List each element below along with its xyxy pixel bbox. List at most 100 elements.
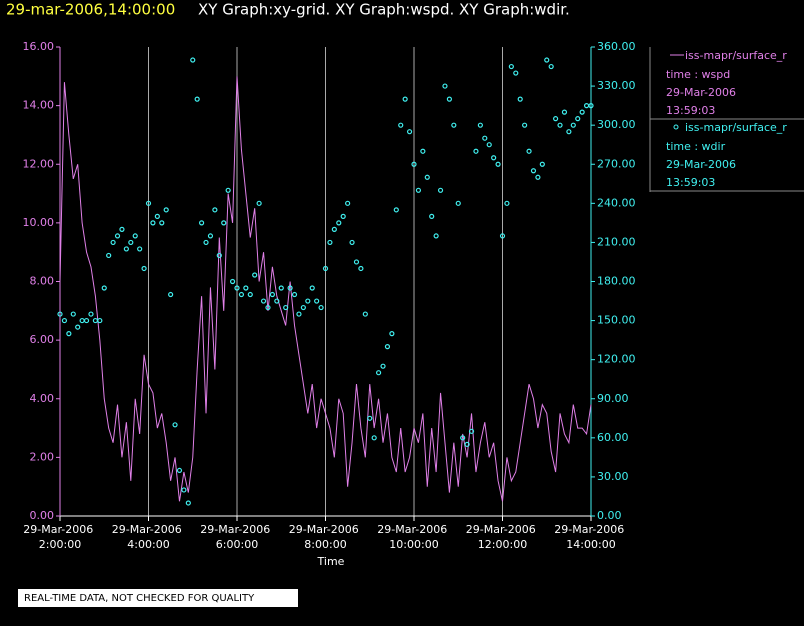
data-point	[380, 363, 386, 369]
note-box	[18, 589, 298, 607]
y2-tick-label: 90.00	[597, 392, 629, 405]
y-tick-label: 10.00	[23, 216, 55, 229]
data-point	[544, 57, 550, 63]
data-point	[260, 298, 267, 304]
data-point	[57, 311, 63, 317]
data-point	[101, 285, 107, 291]
data-point	[424, 174, 430, 180]
data-point	[468, 428, 475, 434]
data-point	[185, 500, 191, 506]
x-tick-label: 29-Mar-2006 4:00:00	[112, 523, 185, 551]
data-point	[291, 291, 298, 298]
y-tick-label: 4.00	[30, 392, 55, 405]
data-point	[420, 148, 426, 154]
x-tick-label: 29-Mar-2006 8:00:00	[289, 523, 362, 551]
data-point	[575, 116, 581, 122]
data-point	[455, 200, 461, 206]
data-point	[70, 311, 76, 317]
y-tick-label: 12.00	[23, 157, 55, 170]
data-point	[309, 285, 315, 291]
data-point	[508, 63, 514, 70]
data-point	[287, 285, 293, 291]
data-point	[393, 207, 399, 213]
x-tick-label: 29-Mar-2006 6:00:00	[200, 523, 273, 551]
data-point	[526, 148, 532, 154]
data-point	[345, 200, 351, 206]
data-point	[530, 168, 537, 174]
legend-detail: 13:59:03	[666, 176, 715, 189]
data-point	[83, 317, 90, 324]
data-point	[199, 220, 205, 226]
chart-title: 29-mar-2006,14:00:00	[6, 1, 175, 19]
data-point	[362, 311, 368, 317]
y2-tick-label: 120.00	[597, 353, 636, 366]
data-point	[437, 187, 444, 193]
y2-tick-label: 0.00	[597, 509, 622, 522]
data-point	[181, 487, 187, 493]
data-point	[402, 96, 408, 102]
data-point	[327, 239, 333, 246]
data-point	[331, 226, 337, 232]
data-point	[406, 129, 413, 135]
data-point	[495, 161, 501, 167]
data-point	[477, 122, 483, 128]
data-point	[106, 252, 112, 259]
data-point	[513, 70, 519, 76]
data-point	[482, 135, 488, 141]
data-point	[168, 291, 174, 298]
y2-tick-label: 330.00	[597, 79, 636, 92]
y2-tick-label: 60.00	[597, 431, 629, 444]
data-point	[269, 291, 275, 298]
data-point	[234, 285, 240, 291]
data-point	[278, 285, 284, 291]
data-point	[176, 467, 183, 474]
data-point	[225, 187, 231, 193]
data-point	[137, 246, 143, 252]
data-point	[66, 331, 72, 337]
y2-tick-label: 180.00	[597, 275, 636, 288]
data-point	[128, 239, 134, 246]
data-point	[557, 122, 563, 128]
data-point	[570, 122, 576, 128]
data-point	[247, 291, 253, 298]
data-point	[221, 220, 227, 226]
data-point	[473, 148, 479, 154]
y-tick-label: 14.00	[23, 99, 55, 112]
data-point	[367, 415, 373, 421]
data-point	[97, 317, 103, 324]
x-axis-label: Time	[317, 555, 345, 568]
y-tick-label: 0.00	[30, 509, 55, 522]
y2-tick-label: 360.00	[597, 40, 636, 53]
data-point	[579, 109, 585, 115]
legend-swatch	[673, 124, 679, 130]
data-point	[274, 298, 280, 304]
data-point	[207, 233, 214, 239]
y2-tick-label: 240.00	[597, 196, 636, 209]
data-point	[336, 220, 342, 226]
data-point	[340, 213, 346, 219]
data-point	[561, 109, 568, 115]
data-point	[252, 272, 258, 278]
y2-tick-label: 210.00	[597, 235, 636, 248]
data-point	[504, 200, 510, 206]
y-tick-label: 8.00	[30, 275, 55, 288]
data-point	[123, 246, 129, 252]
data-line	[59, 76, 592, 502]
data-point	[229, 278, 236, 285]
data-point	[216, 252, 222, 259]
data-point	[150, 220, 156, 226]
data-point	[265, 304, 271, 311]
data-point	[358, 265, 364, 272]
y2-tick-label: 270.00	[597, 157, 636, 170]
data-point	[190, 57, 196, 63]
data-point	[92, 317, 99, 324]
legend-detail: 29-Mar-2006	[666, 158, 736, 171]
data-point	[376, 370, 382, 376]
data-point	[384, 344, 391, 350]
data-point	[464, 441, 470, 447]
legend-detail: time : wspd	[666, 68, 730, 81]
data-point	[451, 122, 457, 128]
y-tick-label: 2.00	[30, 450, 55, 463]
data-point	[283, 304, 289, 311]
y2-tick-label: 300.00	[597, 118, 636, 131]
